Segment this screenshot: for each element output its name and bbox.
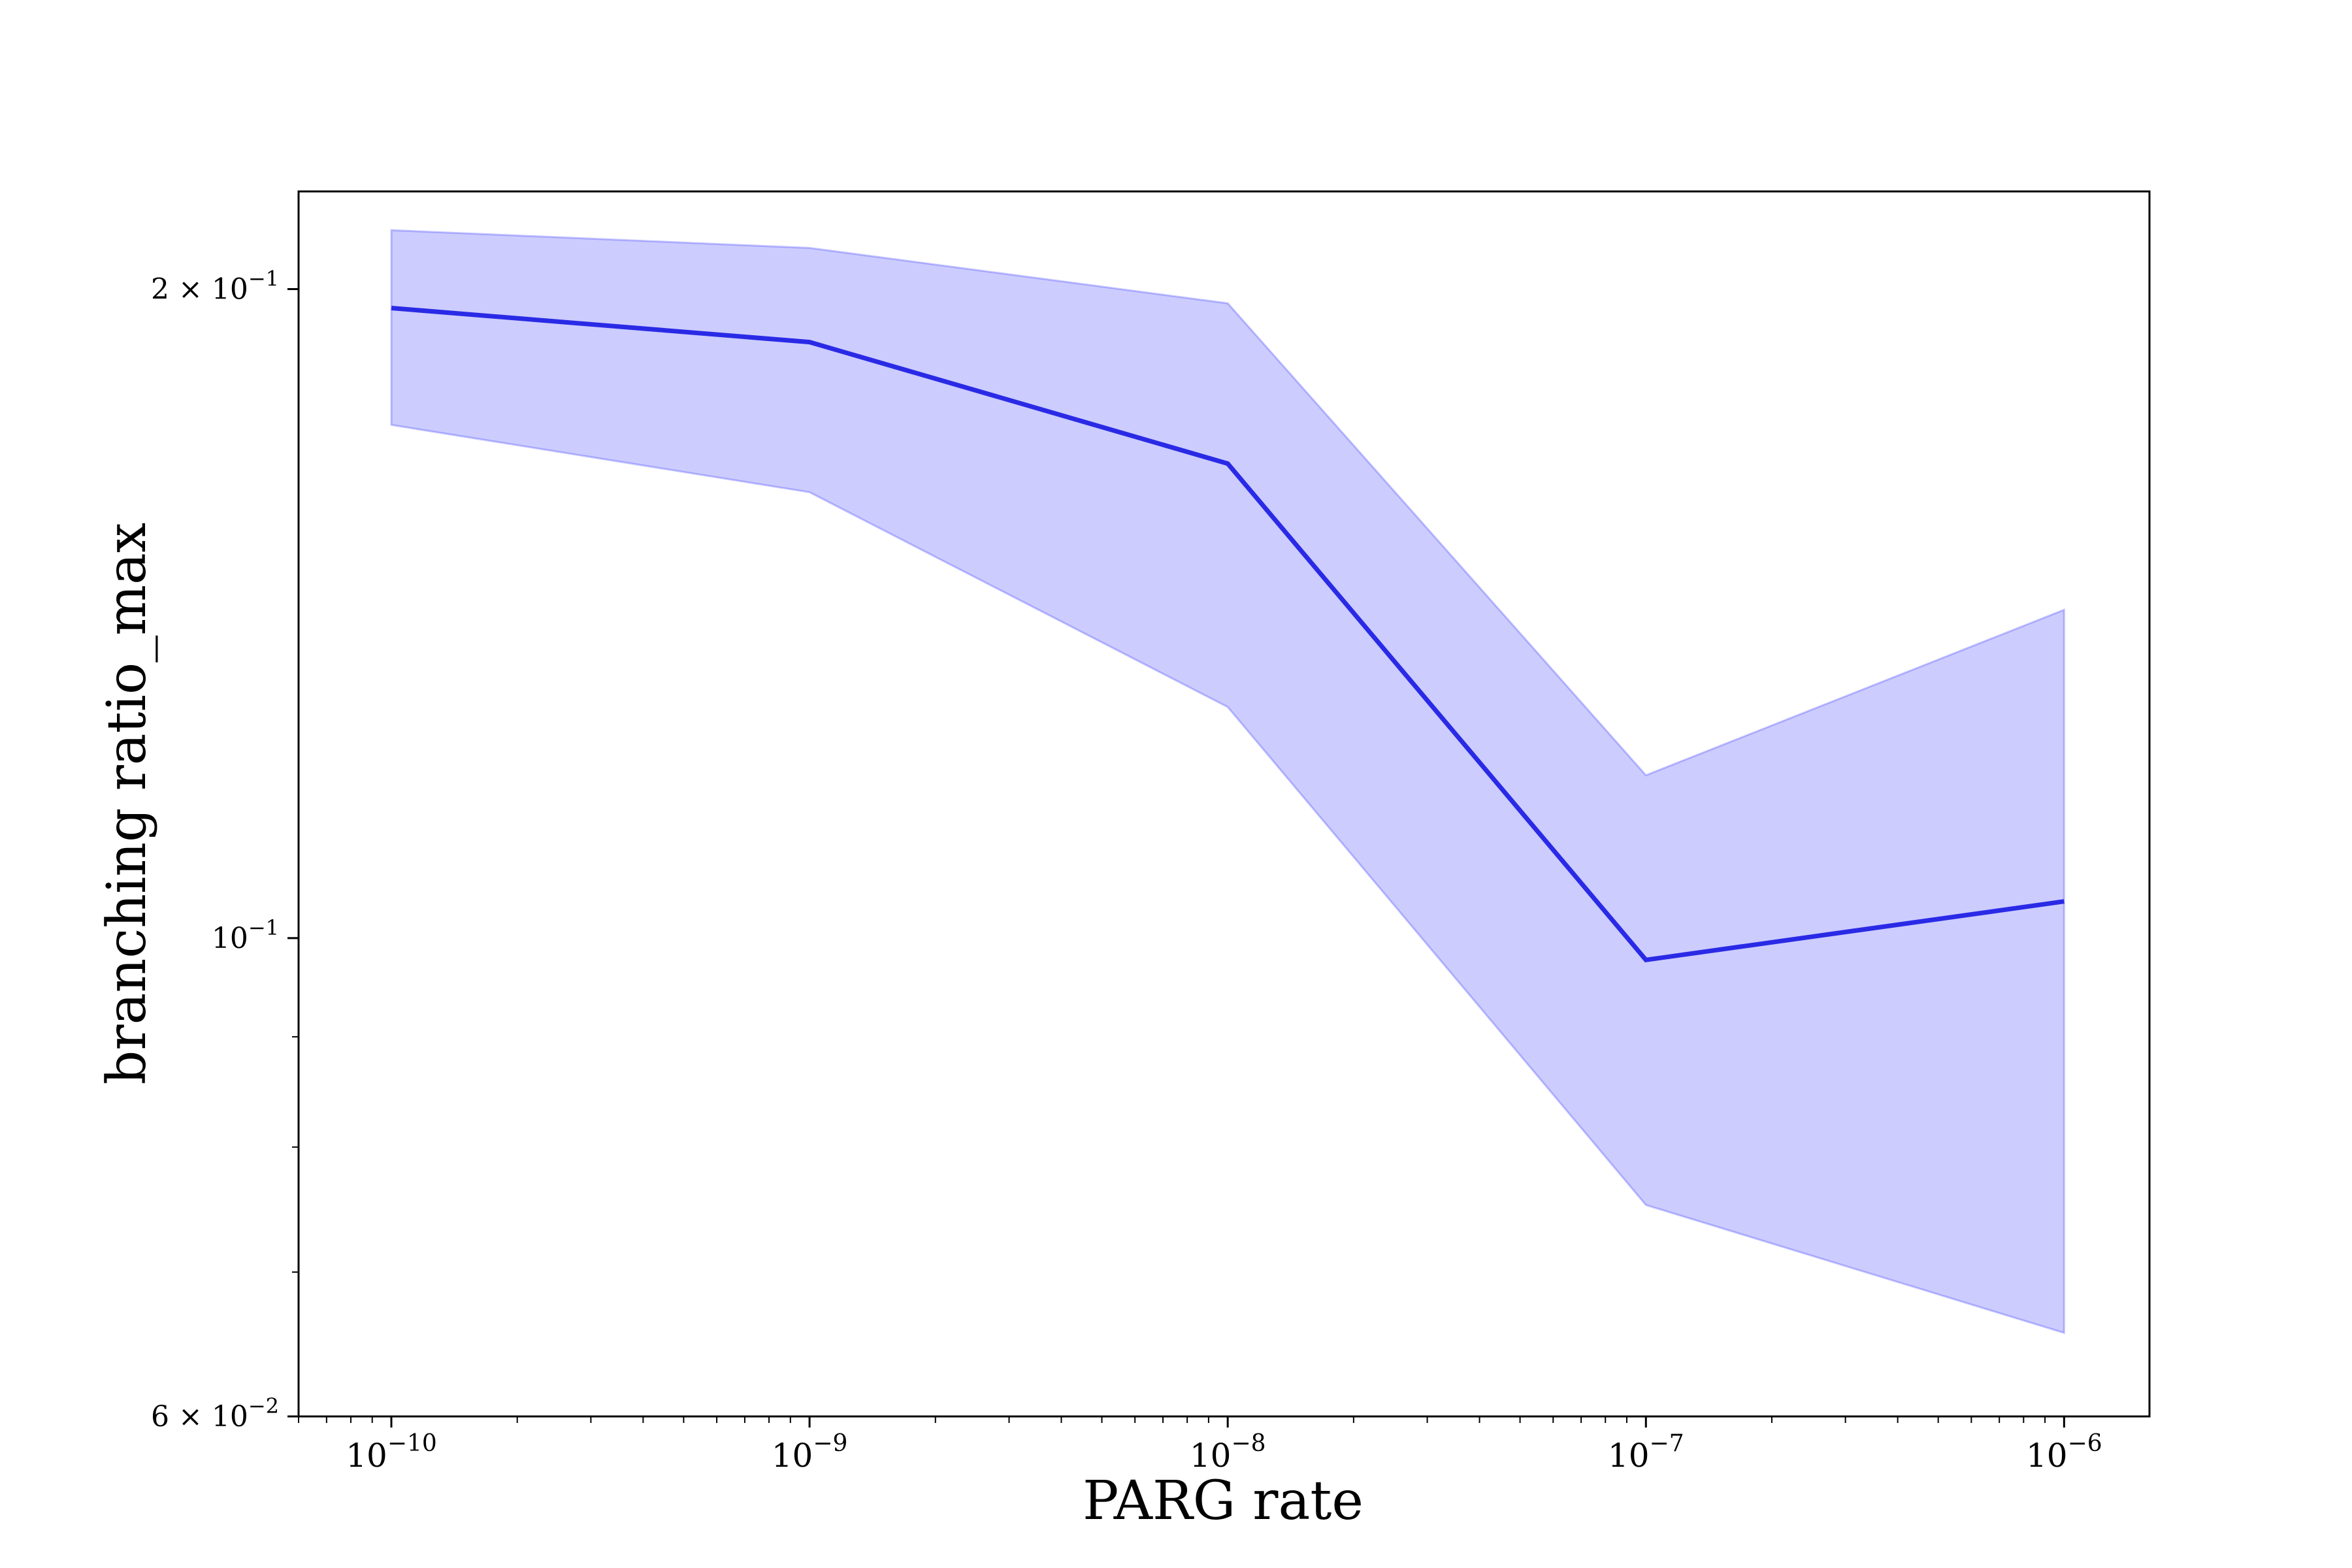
data-point [1226, 462, 1230, 466]
plot-area-frame [297, 190, 2151, 1418]
data-point [2062, 900, 2066, 904]
series-line-layer [389, 306, 2066, 963]
confidence-band [390, 229, 2065, 1335]
y-tick-label: 2 × 10−1 [151, 267, 279, 306]
x-axis-label: PARG rate [1083, 1470, 1364, 1532]
data-point [389, 306, 393, 310]
series-line [391, 306, 2065, 963]
y-axis-label: branching ratio_max [96, 523, 158, 1085]
data-point [808, 340, 811, 344]
y-tick-label: 6 × 10−2 [151, 1394, 279, 1433]
data-point [1644, 958, 1648, 962]
confidence-band-layer [390, 229, 2065, 1335]
y-tick-label: 10−1 [212, 915, 279, 955]
